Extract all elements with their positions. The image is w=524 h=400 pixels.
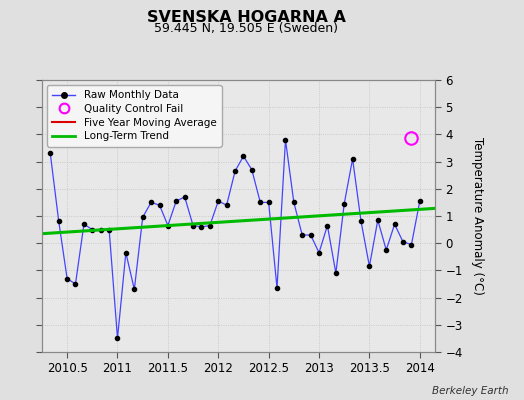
Text: Berkeley Earth: Berkeley Earth	[432, 386, 508, 396]
Text: SVENSKA HOGARNA A: SVENSKA HOGARNA A	[147, 10, 346, 25]
Y-axis label: Temperature Anomaly (°C): Temperature Anomaly (°C)	[471, 137, 484, 295]
Legend: Raw Monthly Data, Quality Control Fail, Five Year Moving Average, Long-Term Tren: Raw Monthly Data, Quality Control Fail, …	[47, 85, 222, 146]
Text: 59.445 N, 19.505 E (Sweden): 59.445 N, 19.505 E (Sweden)	[154, 22, 339, 35]
